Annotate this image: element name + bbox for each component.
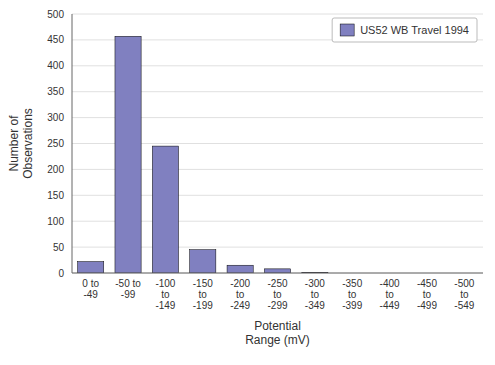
y-tick-label: 100: [47, 216, 64, 227]
bar: [227, 265, 253, 273]
x-tick-label: -300to-349: [305, 278, 325, 311]
y-axis: [72, 14, 73, 273]
y-axis-label: Number ofObservations: [7, 108, 35, 179]
x-tick-label: -250to-299: [267, 278, 287, 311]
x-tick-label: -100to-149: [155, 278, 175, 311]
y-tick-label: 300: [47, 112, 64, 123]
bars: [78, 36, 328, 273]
x-tick-label: -400to-449: [380, 278, 400, 311]
x-tick-label: -350to-399: [342, 278, 362, 311]
y-tick-label: 50: [53, 242, 65, 253]
x-tick-label: -500to-549: [454, 278, 474, 311]
legend-swatch: [340, 24, 354, 36]
x-tick-label: -50 to-99: [115, 278, 141, 300]
y-axis-label-group: Number ofObservations: [7, 108, 35, 179]
y-tick-label: 450: [47, 34, 64, 45]
y-tick-label: 350: [47, 86, 64, 97]
grid-line: [72, 14, 483, 15]
legend-frame: [332, 18, 477, 42]
bar: [115, 36, 141, 273]
x-axis-label: PotentialRange (mV): [245, 319, 310, 347]
legend-label: US52 WB Travel 1994: [360, 24, 469, 36]
chart: 0 50 100 150 200 250 300 350 400 450 500 0 to-49 -50…: [0, 0, 495, 365]
bar: [152, 146, 178, 273]
grid-line: [72, 273, 483, 274]
x-tick-label: 0 to-49: [82, 278, 99, 300]
y-tick-label: 200: [47, 164, 64, 175]
y-tick-label: 0: [58, 268, 64, 279]
bar: [264, 269, 290, 273]
bar: [78, 262, 104, 273]
x-axis: [72, 273, 483, 274]
x-tick-label: -200to-249: [230, 278, 250, 311]
y-tick-label: 500: [47, 9, 64, 20]
legend: US52 WB Travel 1994: [332, 18, 477, 42]
y-tick-label: 400: [47, 60, 64, 71]
x-tick-label: -150to-199: [193, 278, 213, 311]
y-tick-label: 250: [47, 138, 64, 149]
x-tick-label: -450to-499: [417, 278, 437, 311]
bar: [190, 250, 216, 273]
y-tick-label: 150: [47, 190, 64, 201]
grid: [72, 14, 483, 273]
